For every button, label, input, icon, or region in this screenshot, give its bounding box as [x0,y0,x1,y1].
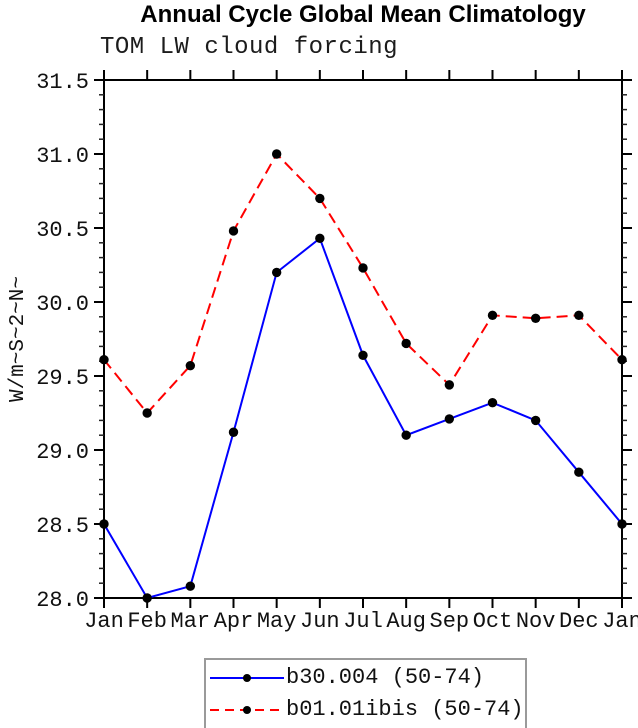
svg-text:28.0: 28.0 [36,588,89,613]
svg-text:Jun: Jun [300,609,340,634]
svg-text:31.0: 31.0 [36,144,89,169]
svg-text:30.5: 30.5 [36,218,89,243]
svg-text:Mar: Mar [171,609,211,634]
svg-text:Oct: Oct [473,609,513,634]
svg-text:Aug: Aug [386,609,426,634]
legend-line-sample-solid [210,673,284,682]
svg-text:29.5: 29.5 [36,366,89,391]
svg-text:Feb: Feb [127,609,167,634]
legend-line-sample-dashed [210,706,284,715]
legend-row-b30: b30.004 (50-74) [208,663,523,693]
svg-text:29.0: 29.0 [36,440,89,465]
legend-label-b30: b30.004 (50-74) [286,664,485,690]
svg-text:Sep: Sep [430,609,470,634]
legend-row-b01: b01.01ibis (50-74) [208,695,524,725]
svg-text:Nov: Nov [516,609,556,634]
page-title: Annual Cycle Global Mean Climatology [140,1,586,28]
legend-label-b01: b01.01ibis (50-74) [286,697,524,723]
chart-subtitle: TOM LW cloud forcing [100,34,399,61]
svg-text:30.0: 30.0 [36,292,89,317]
legend-box: b30.004 (50-74) b01.01ibis (50-74) [204,658,527,728]
svg-text:28.5: 28.5 [36,514,89,539]
svg-text:Apr: Apr [214,609,254,634]
svg-text:Jul: Jul [343,609,383,634]
svg-text:Jan: Jan [602,609,638,634]
svg-text:Dec: Dec [559,609,599,634]
svg-text:31.5: 31.5 [36,70,89,95]
svg-text:Jan: Jan [84,609,124,634]
svg-text:May: May [257,609,297,634]
